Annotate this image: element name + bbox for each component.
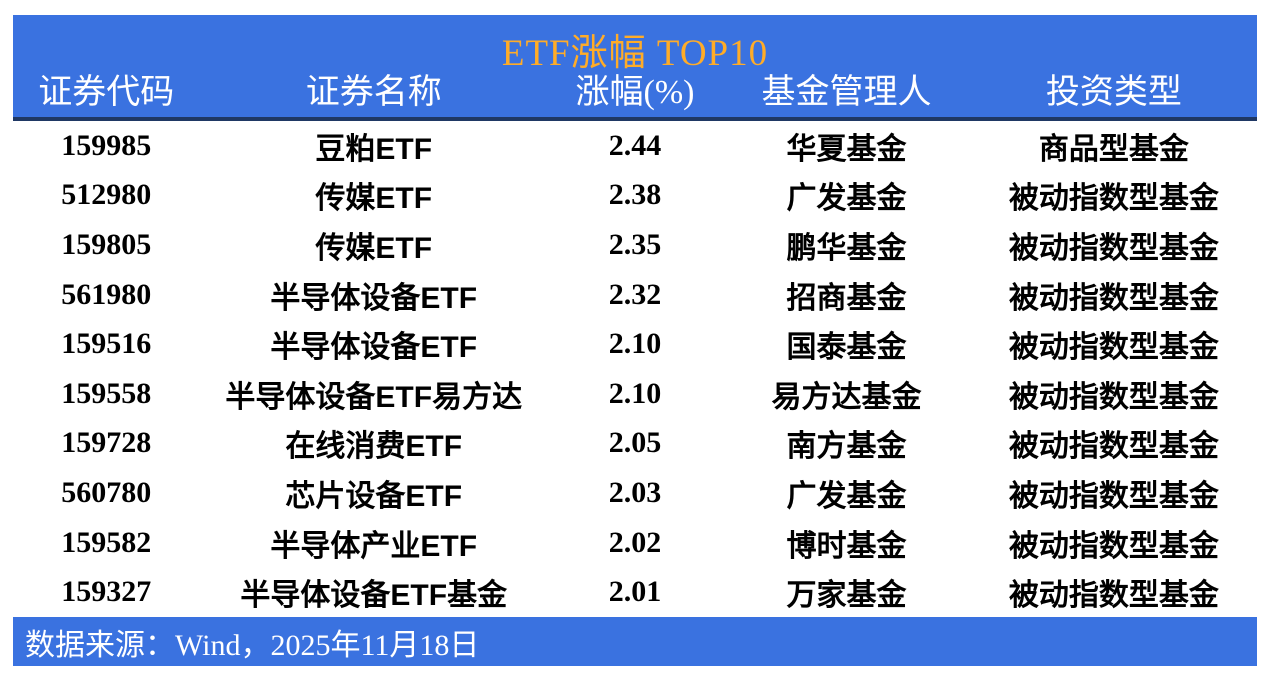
cell-type: 被动指数型基金 <box>1008 579 1219 613</box>
cell-manager: 易方达基金 <box>771 380 922 414</box>
column-header-name: 证券名称 <box>305 74 442 111</box>
table-header-banner: ETF涨幅 TOP10 证券代码 证券名称 涨幅(%) 基金管理人 投资类型 <box>13 15 1257 121</box>
cell-manager: 国泰基金 <box>786 331 907 365</box>
cell-manager: 万家基金 <box>786 579 907 613</box>
cell-name: 芯片设备ETF <box>285 479 463 513</box>
cell-manager: 华夏基金 <box>786 132 907 166</box>
cell-code: 159985 <box>61 128 152 162</box>
cell-pct: 2.10 <box>608 376 662 410</box>
cell-pct: 2.38 <box>608 178 662 212</box>
cell-manager: 博时基金 <box>786 529 907 563</box>
table-row: 159985 豆粕ETF 2.44 华夏基金 商品型基金 <box>13 121 1257 171</box>
cell-name: 半导体设备ETF易方达 <box>225 380 523 414</box>
cell-type: 被动指数型基金 <box>1008 281 1219 315</box>
cell-pct: 2.44 <box>608 128 662 162</box>
column-header-type: 投资类型 <box>1045 74 1182 111</box>
cell-type: 商品型基金 <box>1038 132 1189 166</box>
column-header-pct: 涨幅(%) <box>575 74 695 111</box>
cell-pct: 2.02 <box>608 525 662 559</box>
cell-code: 159805 <box>61 227 152 261</box>
cell-type: 被动指数型基金 <box>1008 529 1219 563</box>
table-title: ETF涨幅 TOP10 <box>501 33 769 74</box>
cell-code: 159516 <box>61 327 152 361</box>
table-row: 560780 芯片设备ETF 2.03 广发基金 被动指数型基金 <box>13 468 1257 518</box>
cell-pct: 2.03 <box>608 475 662 509</box>
data-source-text: 数据来源：Wind，2025年11月18日 <box>25 628 480 662</box>
cell-type: 被动指数型基金 <box>1008 430 1219 464</box>
cell-code: 561980 <box>61 277 152 311</box>
cell-type: 被动指数型基金 <box>1008 182 1219 216</box>
cell-name: 半导体设备ETF <box>270 281 478 315</box>
cell-name: 半导体产业ETF <box>270 529 478 563</box>
cell-manager: 南方基金 <box>786 430 907 464</box>
column-header-row: 证券代码 证券名称 涨幅(%) 基金管理人 投资类型 <box>13 64 1257 113</box>
cell-pct: 2.32 <box>608 277 662 311</box>
table-row: 159582 半导体产业ETF 2.02 博时基金 被动指数型基金 <box>13 518 1257 568</box>
table-row: 159516 半导体设备ETF 2.10 国泰基金 被动指数型基金 <box>13 319 1257 369</box>
cell-pct: 2.05 <box>608 426 662 460</box>
cell-name: 半导体设备ETF基金 <box>240 579 508 613</box>
cell-name: 半导体设备ETF <box>270 331 478 365</box>
table-row: 159327 半导体设备ETF基金 2.01 万家基金 被动指数型基金 <box>13 567 1257 617</box>
cell-code: 512980 <box>61 178 152 212</box>
cell-code: 159327 <box>61 575 152 609</box>
cell-code: 560780 <box>61 475 152 509</box>
cell-type: 被动指数型基金 <box>1008 231 1219 265</box>
cell-manager: 鹏华基金 <box>786 231 907 265</box>
column-header-manager: 基金管理人 <box>761 74 932 111</box>
cell-name: 在线消费ETF <box>285 430 463 464</box>
cell-code: 159582 <box>61 525 152 559</box>
cell-manager: 广发基金 <box>786 479 907 513</box>
cell-type: 被动指数型基金 <box>1008 331 1219 365</box>
cell-code: 159558 <box>61 376 152 410</box>
table-body: 159985 豆粕ETF 2.44 华夏基金 商品型基金 512980 传媒ETF 2.38 广… <box>13 121 1257 617</box>
table-row: 159805 传媒ETF 2.35 鹏华基金 被动指数型基金 <box>13 220 1257 270</box>
table-row: 561980 半导体设备ETF 2.32 招商基金 被动指数型基金 <box>13 270 1257 320</box>
source-footer-bar: 数据来源：Wind，2025年11月18日 <box>13 617 1257 666</box>
cell-manager: 招商基金 <box>786 281 907 315</box>
cell-pct: 2.35 <box>608 227 662 261</box>
cell-pct: 2.10 <box>608 327 662 361</box>
cell-code: 159728 <box>61 426 152 460</box>
table-row: 159728 在线消费ETF 2.05 南方基金 被动指数型基金 <box>13 419 1257 469</box>
table-row: 159558 半导体设备ETF易方达 2.10 易方达基金 被动指数型基金 <box>13 369 1257 419</box>
cell-manager: 广发基金 <box>786 182 907 216</box>
cell-type: 被动指数型基金 <box>1008 479 1219 513</box>
cell-name: 豆粕ETF <box>315 132 433 166</box>
column-header-code: 证券代码 <box>38 74 175 111</box>
cell-name: 传媒ETF <box>315 182 433 216</box>
cell-pct: 2.01 <box>608 575 662 609</box>
cell-name: 传媒ETF <box>315 231 433 265</box>
table-row: 512980 传媒ETF 2.38 广发基金 被动指数型基金 <box>13 171 1257 221</box>
cell-type: 被动指数型基金 <box>1008 380 1219 414</box>
